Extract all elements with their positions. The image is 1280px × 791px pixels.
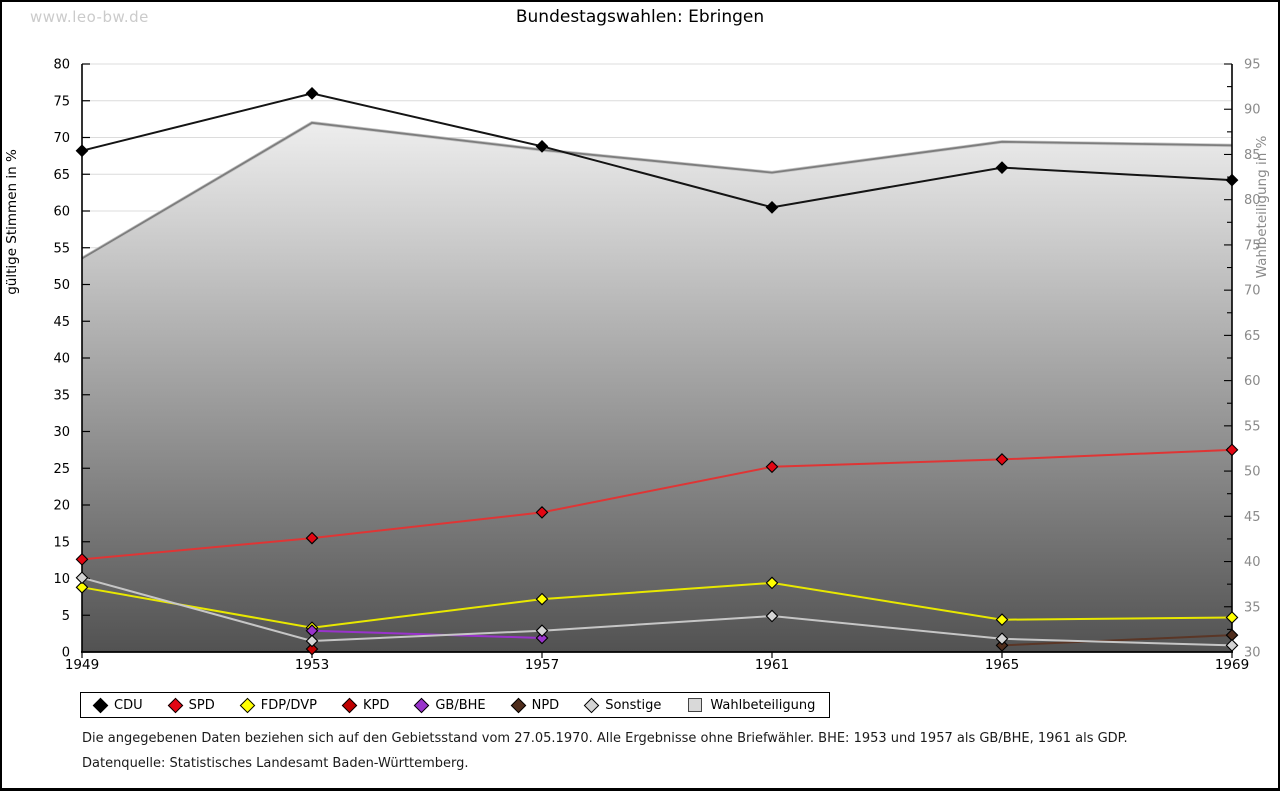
svg-text:35: 35	[53, 388, 70, 403]
svg-text:50: 50	[1244, 465, 1261, 480]
svg-text:15: 15	[53, 535, 70, 550]
svg-text:1957: 1957	[525, 657, 559, 673]
legend-item-spd: SPD	[167, 697, 215, 713]
svg-text:10: 10	[53, 572, 70, 587]
svg-text:30: 30	[1244, 646, 1261, 661]
svg-text:1969: 1969	[1215, 657, 1249, 673]
svg-text:65: 65	[53, 168, 70, 183]
legend-label: SPD	[188, 697, 215, 713]
left-axis-title: gültige Stimmen in %	[4, 149, 20, 295]
svg-text:20: 20	[53, 499, 70, 514]
svg-text:1965: 1965	[985, 657, 1019, 673]
diamond-marker-icon	[510, 697, 526, 713]
diamond-marker-icon	[167, 697, 183, 713]
svg-text:35: 35	[1244, 600, 1261, 615]
svg-text:70: 70	[1244, 284, 1261, 299]
legend: CDU SPD FDP/DVP KPD GB/BHE NPD Sonstige Wahlbet…	[80, 692, 831, 718]
series-sonstige	[75, 571, 1239, 652]
legend-item-gb-bhe: GB/BHE	[414, 697, 486, 713]
legend-item-kpd: KPD	[341, 697, 390, 713]
diamond-marker-icon	[239, 697, 255, 713]
svg-text:0: 0	[62, 646, 70, 661]
legend-item-cdu: CDU	[92, 697, 143, 713]
svg-text:70: 70	[53, 131, 70, 146]
series-kpd	[305, 642, 319, 656]
svg-text:80: 80	[53, 58, 70, 73]
svg-text:30: 30	[53, 425, 70, 440]
svg-text:60: 60	[1244, 374, 1261, 389]
svg-text:40: 40	[1244, 555, 1261, 570]
svg-text:75: 75	[1244, 238, 1261, 253]
diamond-marker-icon	[414, 697, 430, 713]
svg-text:80: 80	[1244, 193, 1261, 208]
svg-text:90: 90	[1244, 103, 1261, 118]
legend-label: CDU	[114, 697, 143, 713]
axis-labels: 0 5 10 15 20 25 30 35 40 45 50 55 60 65 70 75 80 30 35 40 45…	[4, 58, 1270, 674]
square-marker-icon	[688, 698, 703, 712]
legend-item-wahlbeteiligung: Wahlbeteiligung	[688, 698, 815, 713]
diamond-marker-icon	[92, 697, 109, 713]
svg-text:45: 45	[53, 315, 70, 330]
svg-text:50: 50	[53, 278, 70, 293]
legend-label: NPD	[531, 697, 560, 713]
footnote-datenquelle: Datenquelle: Statistisches Landesamt Bad…	[82, 756, 469, 771]
legend-label: GB/BHE	[435, 697, 486, 713]
svg-text:1949: 1949	[65, 657, 99, 673]
watermark: www.leo-bw.de	[30, 8, 149, 26]
svg-text:40: 40	[53, 352, 70, 367]
page-title: Bundestagswahlen: Ebringen	[515, 7, 765, 27]
legend-label: FDP/DVP	[260, 697, 317, 713]
svg-text:95: 95	[1244, 58, 1261, 73]
series-spd	[75, 443, 1239, 566]
series-npd	[995, 628, 1239, 652]
svg-text:1953: 1953	[295, 657, 329, 673]
svg-text:1961: 1961	[755, 657, 789, 673]
svg-text:25: 25	[53, 462, 70, 477]
legend-label: Wahlbeteiligung	[710, 697, 816, 713]
svg-text:65: 65	[1244, 329, 1261, 344]
svg-text:55: 55	[53, 241, 70, 256]
svg-text:45: 45	[1244, 510, 1261, 525]
svg-text:75: 75	[53, 94, 70, 109]
series-wahlbeteiligung-area	[81, 121, 1233, 653]
diamond-marker-icon	[341, 697, 358, 713]
svg-text:55: 55	[1244, 419, 1261, 434]
legend-item-npd: NPD	[510, 697, 560, 713]
legend-item-fdp-dvp: FDP/DVP	[239, 697, 317, 713]
legend-item-sonstige: Sonstige	[583, 697, 662, 713]
svg-text:85: 85	[1244, 148, 1261, 163]
svg-text:5: 5	[62, 609, 70, 624]
series-cdu	[75, 87, 1239, 214]
diamond-marker-icon	[583, 697, 600, 713]
svg-text:60: 60	[53, 205, 70, 220]
legend-label: KPD	[362, 697, 390, 713]
legend-label: Sonstige	[605, 697, 662, 713]
footnote-gebietsstand: Die angegebenen Daten beziehen sich auf …	[82, 731, 1128, 746]
right-axis-title: Wahlbeteiligung in %	[1254, 135, 1270, 278]
